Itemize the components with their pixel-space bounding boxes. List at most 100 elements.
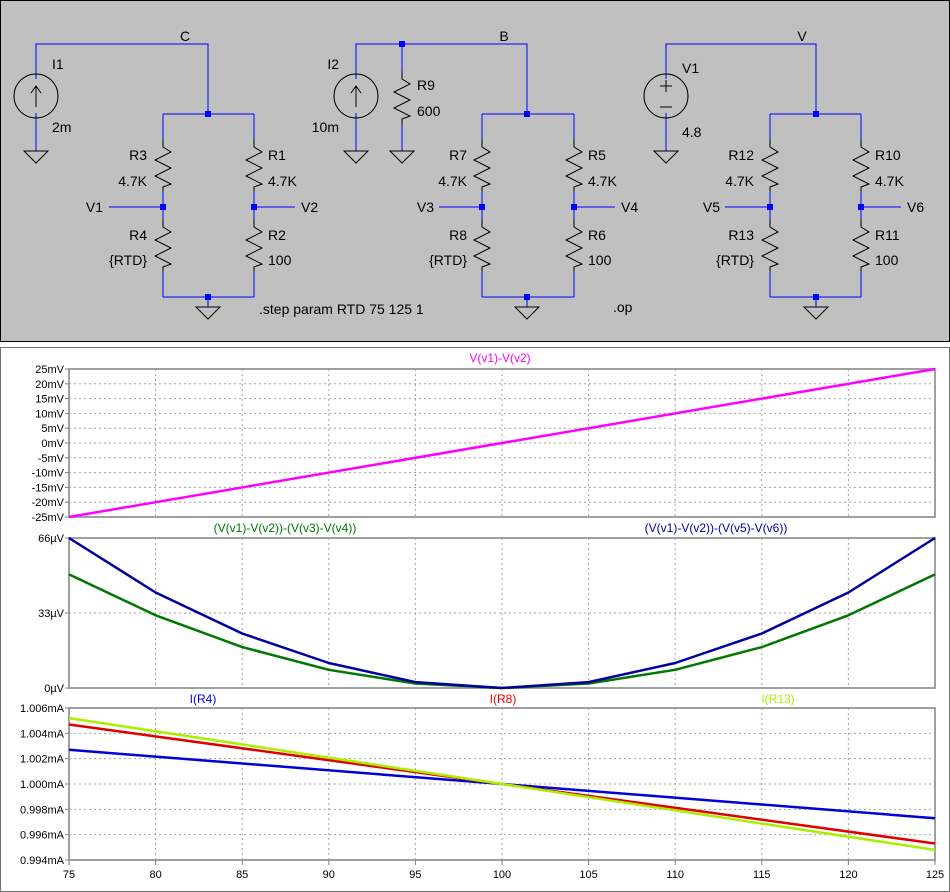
r5-value: 4.7K — [588, 173, 617, 189]
r5-name: R5 — [588, 147, 606, 163]
voltage-source-v1-symbol[interactable] — [643, 73, 689, 119]
r11-value: 100 — [875, 252, 899, 268]
r12-value: 4.7K — [725, 173, 754, 189]
x-tick-label: 80 — [149, 869, 161, 881]
y-tick-label: 1.006mA — [20, 703, 65, 715]
ground-icon — [802, 306, 830, 320]
trace-title-i-r8[interactable]: I(R8) — [490, 692, 517, 706]
y-tick-label: 15mV — [35, 394, 64, 406]
waveform-canvas[interactable]: 25mV 20mV 15mV 10mV 5mV 0mV -5mV -10mV -15mV -20m… — [1, 348, 949, 891]
trace-title-i-r4[interactable]: I(R4) — [190, 692, 217, 706]
y-tick-label: 1.002mA — [20, 754, 65, 766]
waveform-viewer[interactable]: 25mV 20mV 15mV 10mV 5mV 0mV -5mV -10mV -15mV -20m… — [0, 347, 950, 892]
resistor-r6-symbol[interactable] — [564, 219, 584, 271]
resistor-r5-symbol[interactable] — [564, 139, 584, 191]
y-tick-label: 10mV — [35, 408, 64, 420]
y-tick-label: 20mV — [35, 379, 64, 391]
resistor-r8-symbol[interactable] — [472, 219, 492, 271]
trace-title-i-r13[interactable]: I(R13) — [761, 692, 794, 706]
y-tick-label: -20mV — [32, 497, 65, 509]
resistor-r10-symbol[interactable] — [851, 139, 871, 191]
resistor-r9-symbol[interactable] — [392, 71, 412, 125]
schematic-editor-pane[interactable]: C B V I1 2m R3 4.7K R1 4.7K R4 {RTD} R2 … — [0, 0, 950, 342]
resistor-r11-symbol[interactable] — [851, 219, 871, 271]
r6-name: R6 — [588, 227, 606, 243]
r8-value: {RTD} — [429, 252, 467, 268]
schematic-canvas[interactable]: C B V I1 2m R3 4.7K R1 4.7K R4 {RTD} R2 … — [1, 1, 949, 341]
x-tick-label: 90 — [323, 869, 335, 881]
y-tick-label: 0mV — [41, 438, 64, 450]
ground-icon — [652, 150, 680, 164]
trace-line-1-0[interactable] — [68, 573, 936, 690]
ground-icon — [22, 150, 50, 164]
trace-line-2-2[interactable] — [68, 716, 936, 852]
node-label-v3: V3 — [417, 199, 434, 215]
resistor-r4-symbol[interactable] — [153, 219, 173, 271]
x-tick-label: 95 — [409, 869, 421, 881]
r1-value: 4.7K — [268, 173, 297, 189]
y-tick-label: -10mV — [32, 468, 65, 480]
current-source-i1-symbol[interactable] — [13, 73, 59, 119]
node-label-v2: V2 — [301, 199, 318, 215]
node-label-v4: V4 — [621, 199, 638, 215]
current-source-i2-symbol[interactable] — [333, 73, 379, 119]
resistor-r2-symbol[interactable] — [244, 219, 264, 271]
step-directive[interactable]: .step param RTD 75 125 1 — [259, 301, 424, 317]
r4-name: R4 — [129, 227, 147, 243]
op-directive[interactable]: .op — [613, 299, 633, 315]
trace-title-diff-v5-v6[interactable]: (V(v1)-V(v2))-(V(v5)-V(v6)) — [645, 521, 788, 535]
y-tick-label: 0.998mA — [20, 804, 65, 816]
resistor-r7-symbol[interactable] — [472, 139, 492, 191]
r10-value: 4.7K — [875, 173, 904, 189]
resistor-r3-symbol[interactable] — [153, 139, 173, 191]
y-tick-label: -5mV — [38, 453, 65, 465]
ground-icon — [388, 150, 416, 164]
y-tick-label: -25mV — [32, 512, 65, 524]
r2-name: R2 — [268, 227, 286, 243]
r3-name: R3 — [129, 147, 147, 163]
r1-name: R1 — [268, 147, 286, 163]
y-tick-label: 0.994mA — [20, 855, 65, 867]
r2-value: 100 — [268, 252, 292, 268]
x-tick-label: 100 — [493, 869, 511, 881]
trace-line-0-0[interactable] — [68, 367, 936, 519]
resistor-r13-symbol[interactable] — [760, 219, 780, 271]
resistor-r12-symbol[interactable] — [760, 139, 780, 191]
r9-name: R9 — [417, 77, 435, 93]
r4-value: {RTD} — [109, 252, 147, 268]
r13-value: {RTD} — [716, 252, 754, 268]
source-name-v1: V1 — [682, 60, 699, 76]
r7-value: 4.7K — [438, 173, 467, 189]
source-value-i1: 2m — [52, 119, 71, 135]
r6-value: 100 — [588, 252, 612, 268]
x-tick-label: 115 — [753, 869, 771, 881]
r7-name: R7 — [449, 147, 467, 163]
node-label-v5: V5 — [703, 199, 720, 215]
x-tick-label: 120 — [839, 869, 857, 881]
r9-value: 600 — [417, 103, 441, 119]
y-tick-label: -15mV — [32, 482, 65, 494]
r12-name: R12 — [728, 147, 754, 163]
trace-title-diff-v3-v4[interactable]: (V(v1)-V(v2))-(V(v3)-V(v4)) — [214, 521, 357, 535]
y-tick-label: 1.004mA — [20, 728, 65, 740]
source-value-v1: 4.8 — [682, 124, 702, 140]
trace-title-v1-v2[interactable]: V(v1)-V(v2) — [469, 351, 530, 365]
x-tick-label: 110 — [666, 869, 684, 881]
y-tick-label: 0.996mA — [20, 830, 65, 842]
trace-line-1-1[interactable] — [68, 536, 936, 690]
source-name-i2: I2 — [327, 56, 339, 72]
x-tick-label: 125 — [926, 869, 944, 881]
x-tick-label: 85 — [236, 869, 248, 881]
r8-name: R8 — [449, 227, 467, 243]
node-label-v6: V6 — [907, 199, 924, 215]
resistor-r1-symbol[interactable] — [244, 139, 264, 191]
net-label-c: C — [180, 28, 190, 44]
net-label-b: B — [499, 28, 508, 44]
y-tick-label: 5mV — [41, 423, 64, 435]
x-tick-label: 75 — [63, 869, 75, 881]
ground-icon — [194, 306, 222, 320]
ground-icon — [342, 150, 370, 164]
node-label-v1: V1 — [86, 199, 103, 215]
r11-name: R11 — [875, 227, 900, 243]
y-tick-label: 33µV — [38, 608, 65, 620]
